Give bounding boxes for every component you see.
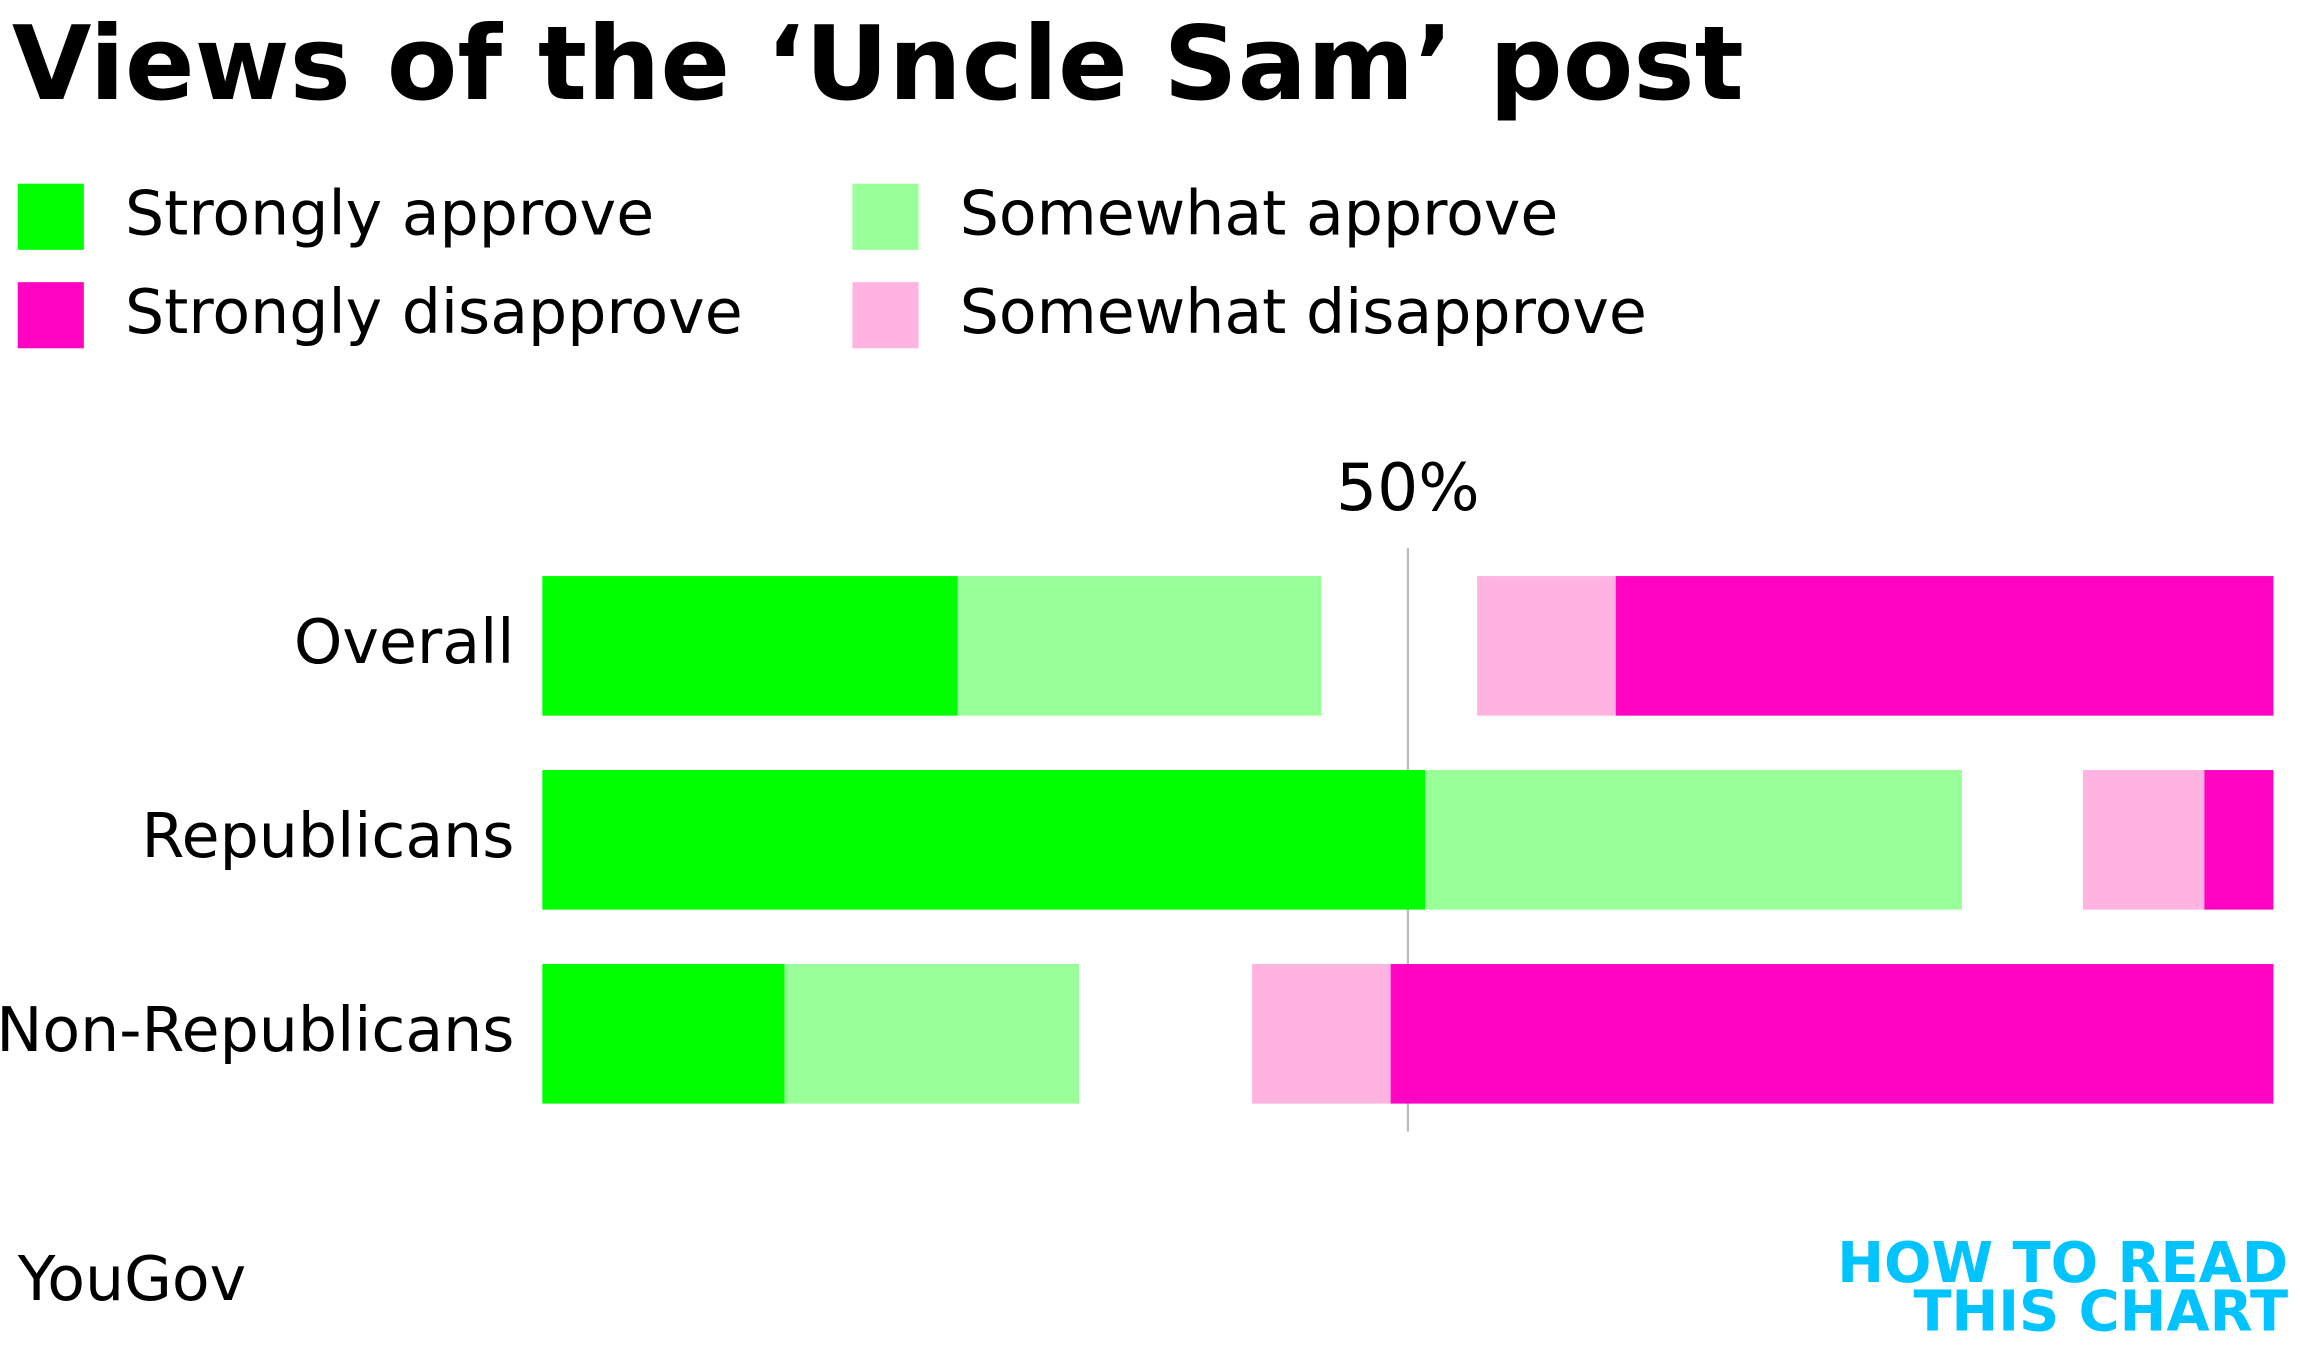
legend-label: Strongly disapprove [125,276,743,348]
legend-swatch [852,282,919,349]
bar-segment [542,576,958,716]
bar-segment [957,576,1322,716]
bar-segment [1390,964,2274,1104]
x-tick-label: 50% [1336,451,1480,526]
bar-segment [1252,964,1391,1104]
bar-segment [2083,770,2205,910]
logo: HOW TO READ [1837,1231,2288,1296]
bar-segment [2204,770,2274,910]
chart-title: Views of the ‘Uncle Sam’ post [12,5,1744,124]
legend-label: Somewhat disapprove [960,276,1647,348]
bar-segment [542,964,785,1104]
logo: THIS CHART [1913,1279,2288,1344]
legend-swatch [17,183,84,250]
bar-segment [1425,770,1962,910]
bar-segment [542,770,1426,910]
source: YouGov [17,1243,247,1315]
y-tick-label: Non-Republicans [0,994,514,1066]
y-tick-label: Republicans [142,800,515,872]
bar-segment [1615,576,2274,716]
legend-label: Somewhat approve [960,178,1559,250]
bar-segment [1477,576,1616,716]
bar-segment [784,964,1079,1104]
legend-swatch [852,183,919,250]
legend-label: Strongly approve [125,178,654,250]
legend-swatch [17,282,84,349]
y-tick-label: Overall [294,606,515,678]
